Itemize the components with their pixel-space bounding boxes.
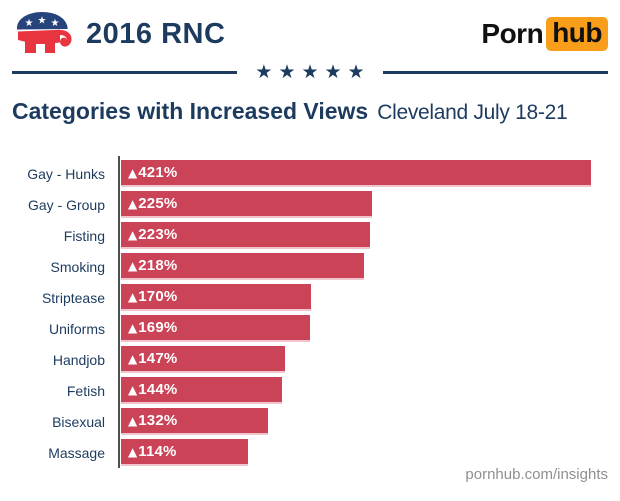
chart-axis: [118, 156, 120, 468]
up-triangle-icon: ▲: [128, 196, 138, 211]
title-row: Categories with Increased Views Clevelan…: [12, 98, 608, 125]
chart-row: Fisting ▲ 223%: [12, 220, 608, 251]
divider-line-right: [382, 70, 609, 74]
infographic-page: { "header": { "event_label": "2016 RNC",…: [0, 10, 620, 501]
bar: ▲ 144%: [121, 377, 282, 404]
bar-chart: Gay - Hunks ▲ 421% Gay - Group ▲ 225% Fisting ▲…: [12, 156, 608, 468]
category-label: Uniforms: [48, 320, 105, 337]
chart-row: Handjob ▲ 147%: [12, 344, 608, 375]
bar-value-label: 421%: [138, 164, 178, 181]
pornhub-logo: Porn hub: [481, 17, 608, 51]
category-label: Bisexual: [52, 413, 105, 430]
bar: ▲ 169%: [121, 315, 310, 342]
bar-value-label: 225%: [138, 195, 178, 212]
category-label: Massage: [48, 444, 105, 461]
chart-row: Uniforms ▲ 169%: [12, 313, 608, 344]
bar-value-label: 147%: [138, 350, 178, 367]
chart-row: Gay - Hunks ▲ 421%: [12, 158, 608, 189]
bar: ▲ 223%: [121, 222, 370, 249]
bar-value-label: 223%: [138, 226, 178, 243]
svg-text:★: ★: [51, 18, 60, 29]
up-triangle-icon: ▲: [128, 351, 138, 366]
gop-elephant-icon: ★ ★ ★: [12, 8, 74, 61]
up-triangle-icon: ▲: [128, 413, 138, 428]
chart-row: Bisexual ▲ 132%: [12, 406, 608, 437]
bar: ▲ 170%: [121, 284, 311, 311]
chart-row: Smoking ▲ 218%: [12, 251, 608, 282]
bar: ▲ 421%: [121, 160, 591, 187]
divider-stars-icon: ★★★★★: [255, 61, 371, 83]
up-triangle-icon: ▲: [128, 289, 138, 304]
bar: ▲ 147%: [121, 346, 285, 373]
up-triangle-icon: ▲: [128, 227, 138, 242]
bar: ▲ 114%: [121, 439, 248, 466]
footer-url: pornhub.com/insights: [465, 466, 608, 483]
logo-porn-text: Porn: [481, 17, 544, 49]
up-triangle-icon: ▲: [128, 382, 138, 397]
svg-text:★: ★: [38, 15, 47, 26]
svg-text:★: ★: [25, 18, 34, 29]
bar-value-label: 169%: [138, 319, 178, 336]
bar-value-label: 132%: [138, 412, 178, 429]
bar-value-label: 144%: [138, 381, 178, 398]
chart-row: Massage ▲ 114%: [12, 437, 608, 468]
chart-rows: Gay - Hunks ▲ 421% Gay - Group ▲ 225% Fisting ▲…: [12, 158, 608, 468]
bar: ▲ 225%: [121, 191, 372, 218]
page-title: Categories with Increased Views: [12, 98, 369, 124]
category-label: Gay - Hunks: [27, 165, 105, 182]
up-triangle-icon: ▲: [128, 258, 138, 273]
category-label: Smoking: [50, 258, 105, 275]
up-triangle-icon: ▲: [128, 320, 138, 335]
chart-row: Fetish ▲ 144%: [12, 375, 608, 406]
logo-hub-badge: hub: [546, 17, 608, 51]
bar-value-label: 218%: [138, 257, 178, 274]
bar-value-label: 114%: [138, 443, 177, 460]
bar: ▲ 132%: [121, 408, 268, 435]
up-triangle-icon: ▲: [128, 444, 138, 459]
category-label: Fetish: [66, 382, 105, 399]
bar: ▲ 218%: [121, 253, 364, 280]
event-title: 2016 RNC: [86, 17, 226, 50]
stars-divider: ★★★★★: [12, 61, 609, 83]
category-label: Handjob: [52, 351, 105, 368]
chart-row: Striptease ▲ 170%: [12, 282, 608, 313]
chart-row: Gay - Group ▲ 225%: [12, 189, 608, 220]
bar-value-label: 170%: [138, 288, 178, 305]
header: ★ ★ ★ 2016 RNC Porn hub: [12, 10, 608, 58]
category-label: Striptease: [41, 289, 105, 306]
category-label: Fisting: [63, 227, 105, 244]
divider-line-left: [12, 70, 238, 74]
page-subtitle: Cleveland July 18-21: [377, 101, 568, 124]
up-triangle-icon: ▲: [128, 165, 138, 180]
category-label: Gay - Group: [27, 196, 105, 213]
